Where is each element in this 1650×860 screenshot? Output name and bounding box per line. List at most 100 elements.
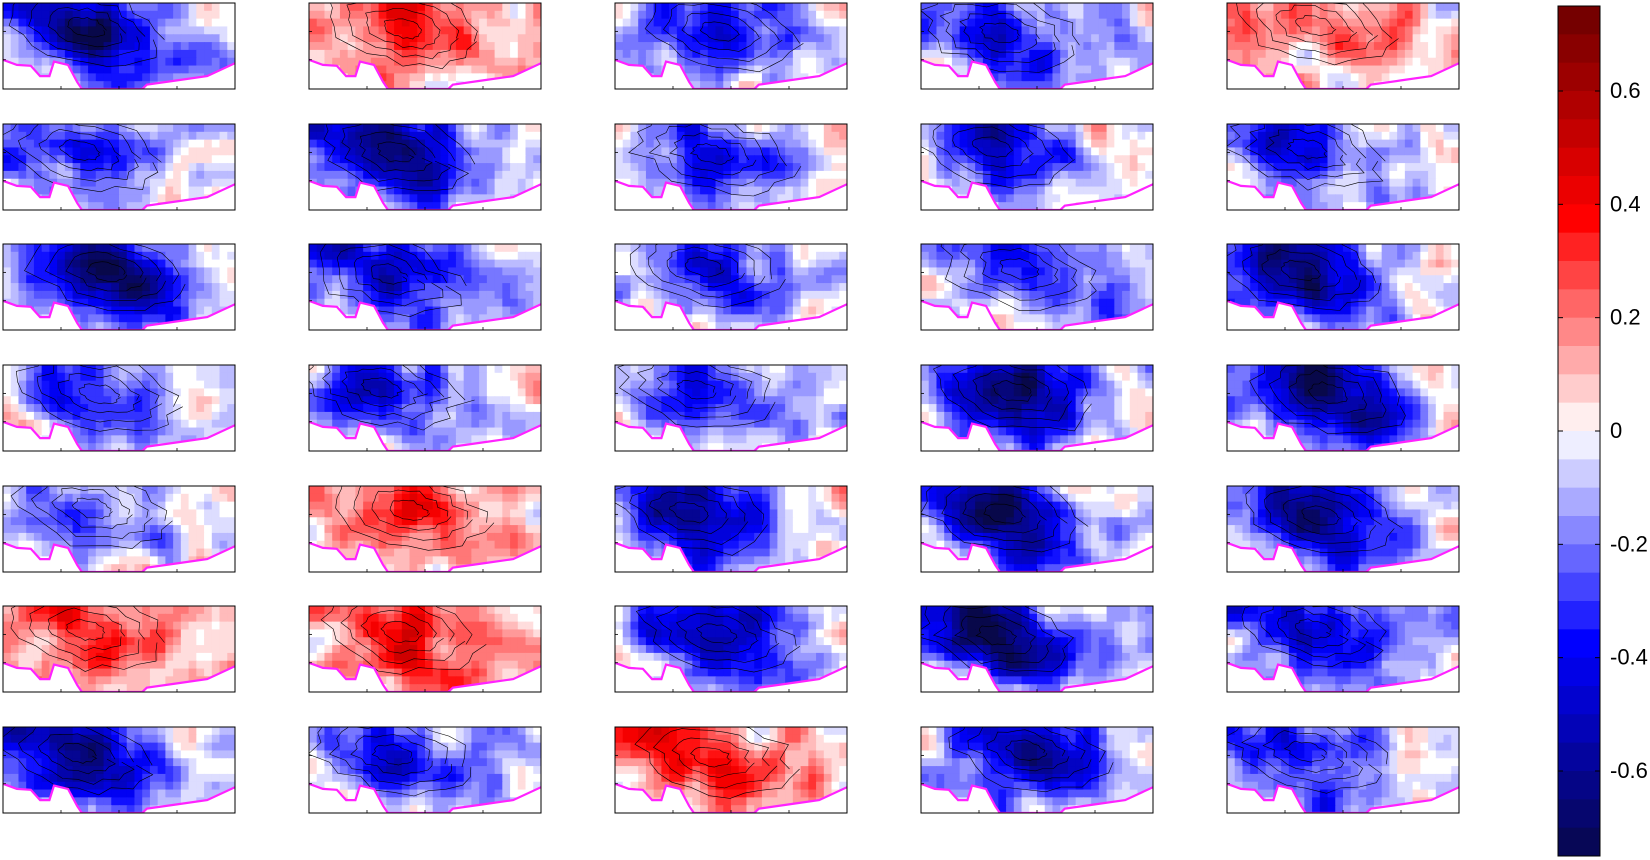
contour-cell	[1319, 49, 1329, 59]
contour-cell	[448, 18, 457, 28]
boundary-line	[3, 299, 235, 330]
contour-cell	[1114, 244, 1123, 253]
contour-cell	[1358, 275, 1367, 284]
contour-cell	[142, 139, 151, 149]
contour-cell	[823, 34, 833, 43]
contour-cell	[324, 57, 333, 67]
contour-cell	[111, 290, 120, 300]
contour-cell	[1106, 298, 1115, 308]
contour-cell	[103, 3, 112, 12]
contour-cell	[119, 42, 128, 51]
contour-cell	[463, 34, 472, 43]
contour-cell	[1227, 283, 1236, 292]
contour-cell	[471, 283, 480, 292]
contour-cell	[1335, 65, 1344, 74]
contour-cell	[1006, 155, 1015, 164]
contour-cell	[1052, 155, 1061, 164]
contour-cell	[615, 267, 624, 276]
contour-cell	[638, 251, 647, 261]
contour-cell	[723, 194, 732, 203]
contour-cell	[1304, 18, 1313, 28]
contour-cell	[1373, 186, 1383, 195]
contour-cell	[653, 139, 662, 149]
contour-cell	[455, 147, 465, 156]
contour-cell	[653, 186, 662, 195]
contour-cell	[157, 244, 166, 253]
contour-cell	[339, 57, 349, 67]
contour-cell	[448, 147, 457, 156]
contour-cell	[502, 298, 511, 308]
contour-cell	[363, 131, 372, 141]
contour-cell	[1327, 57, 1336, 67]
contour-cell	[463, 10, 472, 20]
contour-cell	[1052, 10, 1061, 20]
contour-cell	[134, 283, 143, 292]
contour-cell	[1013, 155, 1023, 164]
contour-cell	[1145, 18, 1153, 28]
contour-cell	[1366, 34, 1375, 43]
contour-cell	[1037, 10, 1046, 20]
contour-cell	[219, 244, 228, 253]
contour-cell	[188, 65, 197, 74]
contour-cell	[425, 57, 434, 67]
contour-cell	[638, 57, 647, 67]
contour-cell	[1257, 124, 1267, 133]
contour-cell	[1451, 259, 1459, 269]
contour-cell	[1312, 34, 1321, 43]
contour-cell	[332, 3, 341, 12]
contour-cell	[1052, 298, 1061, 308]
contour-cell	[471, 170, 480, 180]
contour-cell	[486, 124, 496, 133]
contour-cell	[754, 178, 763, 188]
contour-cell	[126, 42, 136, 51]
contour-cell	[417, 314, 426, 323]
contour-cell	[95, 57, 105, 67]
contour-cell	[921, 170, 930, 180]
contour-cell	[1288, 124, 1298, 133]
contour-cell	[196, 147, 205, 156]
contour-cell	[309, 283, 318, 292]
contour-cell	[409, 251, 418, 261]
contour-cell	[533, 49, 541, 59]
contour-cell	[638, 18, 647, 28]
contour-cell	[64, 170, 74, 180]
contour-cell	[990, 194, 999, 203]
contour-cell	[738, 10, 748, 20]
contour-cell	[700, 73, 709, 82]
contour-cell	[355, 34, 364, 43]
contour-cell	[731, 314, 740, 323]
contour-cell	[831, 3, 840, 12]
contour-cell	[370, 275, 380, 284]
contour-cell	[463, 131, 472, 141]
contour-cell	[1428, 251, 1437, 261]
contour-cell	[1304, 194, 1313, 203]
contour-cell	[800, 244, 809, 253]
contour-cell	[165, 18, 174, 28]
contour-cell	[1021, 259, 1030, 269]
contour-cell	[417, 155, 426, 164]
contour-cell	[409, 3, 418, 12]
contour-cell	[823, 259, 833, 269]
contour-cell	[661, 139, 670, 149]
contour-cell	[746, 314, 755, 323]
contour-cell	[746, 163, 755, 172]
contour-cell	[309, 34, 318, 43]
contour-cell	[707, 42, 717, 51]
contour-cell	[324, 283, 333, 292]
contour-cell	[1114, 290, 1123, 300]
contour-cell	[440, 57, 449, 67]
contour-cell	[630, 57, 639, 67]
contour-cell	[928, 34, 938, 43]
contour-cell	[1265, 3, 1274, 12]
contour-cell	[645, 306, 655, 315]
contour-cell	[471, 298, 480, 308]
contour-cell	[661, 10, 670, 20]
contour-cell	[975, 139, 984, 149]
contour-cell	[18, 147, 27, 156]
contour-cell	[1296, 124, 1305, 133]
contour-cell	[378, 49, 387, 59]
contour-cell	[219, 18, 228, 28]
contour-cell	[823, 3, 833, 12]
contour-cell	[792, 178, 802, 188]
contour-cell	[1404, 73, 1414, 82]
